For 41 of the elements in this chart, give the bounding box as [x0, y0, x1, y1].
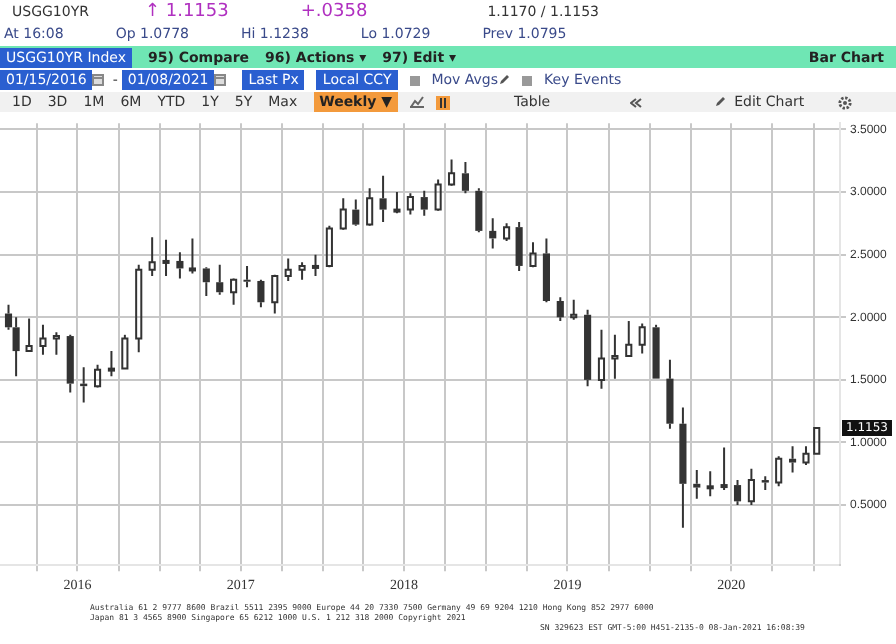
candlestick: [216, 263, 224, 296]
candlestick: [257, 280, 265, 309]
candlestick: [311, 253, 320, 277]
candlestick: [733, 479, 742, 507]
candlestick: [761, 475, 769, 492]
candlestick: [679, 406, 687, 529]
candlestick: [176, 251, 184, 280]
candlestick: [693, 469, 701, 500]
candlestick: [570, 298, 578, 321]
text: ↑ 1.1153: [144, 2, 229, 22]
candlestick: [52, 331, 60, 356]
candlestick: [706, 470, 714, 498]
candlestick: [720, 446, 728, 492]
candlestick: [230, 278, 238, 306]
candlestick: [339, 197, 347, 230]
candlestick: [625, 320, 633, 358]
candlestick: [135, 263, 143, 354]
candlestick: [202, 268, 210, 297]
candlestick: [162, 238, 170, 277]
candlestick: [243, 264, 251, 289]
candlestick: [148, 236, 156, 277]
candlestick: [39, 323, 47, 356]
candlestick: [188, 237, 196, 275]
candlestick: [475, 187, 483, 231]
candlestick: [25, 317, 33, 353]
candlestick: [284, 257, 292, 282]
candlestick: [461, 161, 469, 195]
candlestick: [393, 191, 401, 215]
candlestick: [556, 296, 564, 323]
candlestick: [584, 308, 592, 388]
text: +.0358: [300, 2, 368, 22]
candlestick: [379, 174, 387, 224]
candlestick: [515, 221, 523, 272]
candlestick: [352, 198, 360, 225]
candlestick: [788, 445, 797, 474]
candlestick: [489, 217, 497, 250]
candlestick: [420, 189, 428, 217]
candlestick: [107, 350, 115, 378]
candlestick: [666, 358, 674, 430]
candlestick: [611, 333, 619, 380]
candlestick: [597, 328, 606, 390]
